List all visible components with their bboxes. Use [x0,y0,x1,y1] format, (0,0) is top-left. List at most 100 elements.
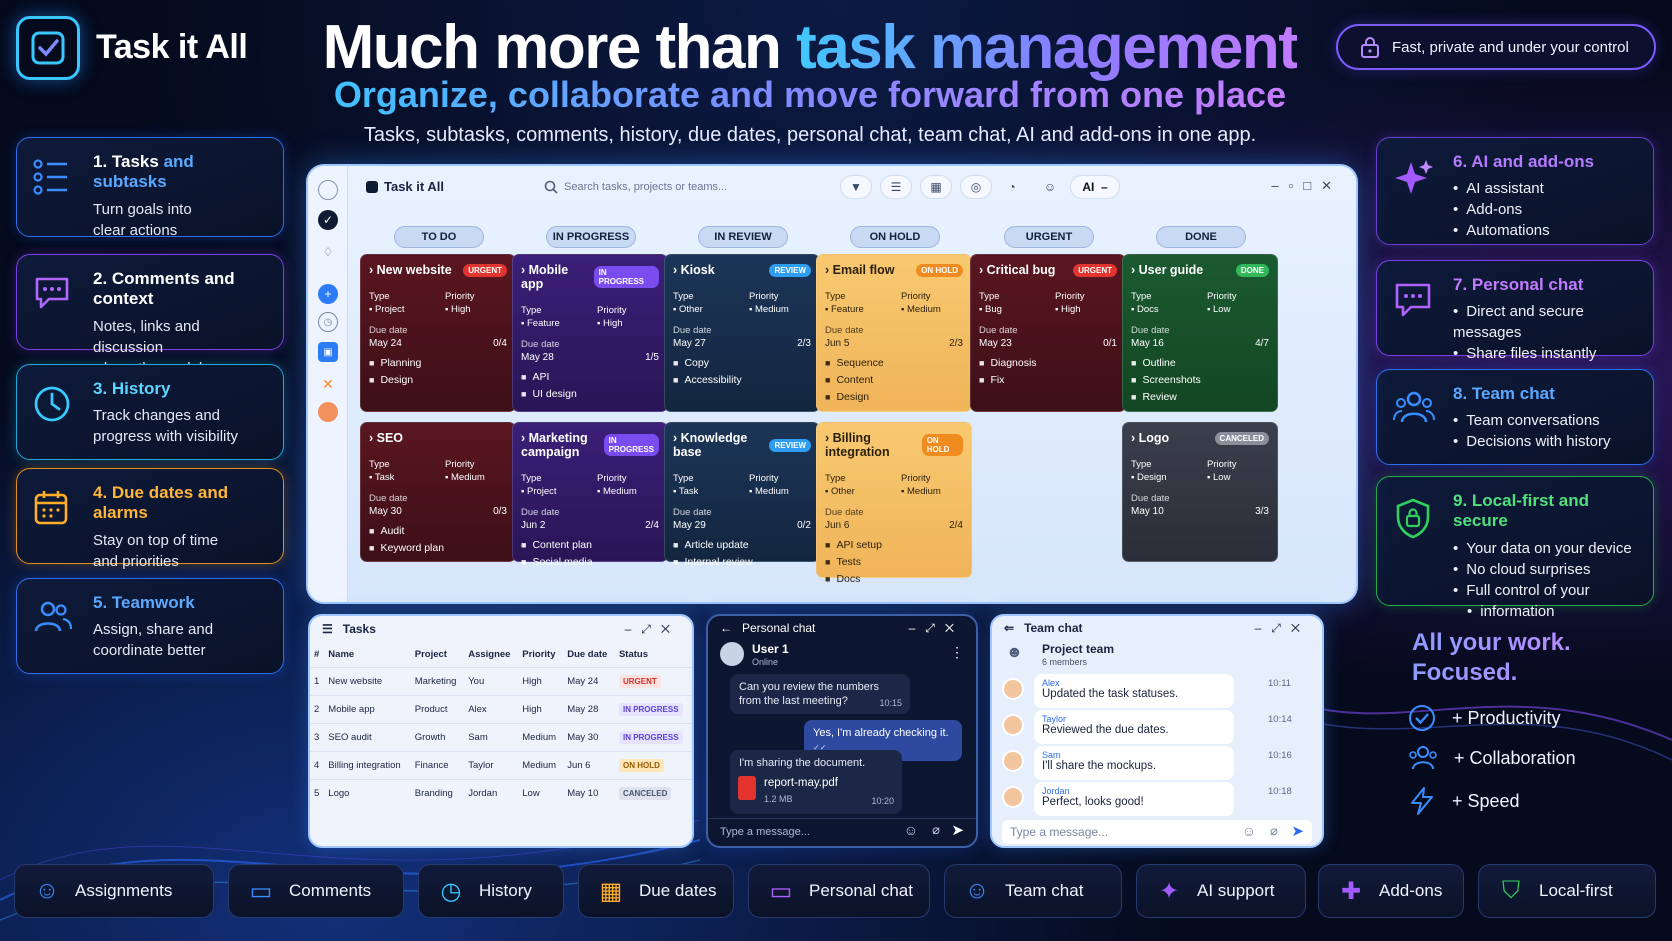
message-input-box[interactable]: Type a message... ☺ ⌀ ➤ [1002,820,1312,844]
subtask-item[interactable]: API [521,369,659,386]
target-icon[interactable]: ◎ [960,175,992,199]
subtask-item[interactable]: API setup [825,537,963,554]
table-header-cell: Priority [522,649,556,660]
subtask-item[interactable]: Screenshots [1131,372,1269,389]
tools-icon[interactable]: ✕ [322,375,334,392]
send-icon[interactable]: ➤ [951,822,964,839]
table-cell: Product [410,695,465,724]
subtask-item[interactable]: Content plan [521,537,659,554]
send-icon[interactable]: ➤ [1291,823,1304,840]
panel-window-controls[interactable]: –⤢✕ [908,621,964,635]
subtask-item[interactable]: Design [825,389,963,406]
board-icon[interactable]: ▣ [318,342,338,362]
table-row[interactable]: 1 New website Marketing You High May 24 URGENT [310,667,692,696]
table-row[interactable]: 5 Logo Branding Jordan Low May 10 CANCELED [310,779,692,807]
back-arrow-icon[interactable]: ⇐ [1004,621,1015,635]
subtask-item[interactable]: Tests [825,554,963,571]
panel-window-controls[interactable]: –⤢✕ [624,621,680,636]
task-card[interactable]: › New website URGENT Type Priority ▪ Project… [360,254,516,412]
bottom-button-add-ons[interactable]: ✚ Add-ons [1318,864,1464,918]
priority-label: Priority [445,459,475,470]
bottom-button-team-chat[interactable]: ☺ Team chat [944,864,1122,918]
bottom-button-label: Team chat [1005,881,1084,900]
bottom-button-personal-chat[interactable]: ▭ Personal chat [748,864,930,918]
bottom-button-due-dates[interactable]: ▦ Due dates [578,864,734,918]
status-badge: CANCELED [1214,431,1269,445]
bottom-button-history[interactable]: ◷ History [418,864,564,918]
table-row[interactable]: 4 Billing integration Finance Taylor Medium J… [310,751,692,780]
history-icon[interactable]: ◷ [318,312,338,332]
file-name[interactable]: report-may.pdf [764,777,838,789]
menu-dot-icon[interactable] [318,180,338,200]
emoji-icon[interactable]: ☺ [903,822,918,838]
table-cell: 4 [310,751,325,780]
back-arrow-icon[interactable]: ← [720,621,732,635]
message-input[interactable]: Type a message... [720,826,810,838]
task-card[interactable]: › Mobile app IN PROGRESS Type Priority ▪ Fea… [512,254,668,412]
bell-icon[interactable]: ♢ [322,245,334,259]
more-options-icon[interactable]: ⋮ [950,644,964,660]
subtask-item[interactable]: Accessibility [673,372,811,389]
subtask-item[interactable]: Design [369,372,507,389]
subtask-item[interactable]: Audit [369,523,507,540]
menu-icon[interactable]: ☰ [322,622,333,636]
subtask-item[interactable]: UI design [521,386,659,403]
task-card[interactable]: › Marketing campaign IN PROGRESS Type Prior… [512,422,668,568]
panel-window-controls[interactable]: –⤢✕ [1254,621,1310,635]
feature-desc-line: coordinate better [93,642,206,660]
table-row[interactable]: 3 SEO audit Growth Sam Medium May 30 IN PROGRE… [310,723,692,752]
column-header[interactable]: TO DO [394,226,484,248]
subtask-item[interactable]: Copy [673,355,811,372]
column-header[interactable]: IN REVIEW [698,226,788,248]
subtask-item[interactable]: Keyword plan [369,540,507,557]
subtask-item[interactable]: Fix [979,372,1117,389]
feature-title: 6. AI and add-ons [1453,152,1595,171]
subtask-item[interactable]: Internal review [673,554,811,571]
avatar [1002,750,1024,772]
subtask-item[interactable]: Article update [673,537,811,554]
task-card[interactable]: › SEO Type Priority ▪ Task ▪ Medium Due date M… [360,422,516,562]
window-controls[interactable]: –▫□✕ [1271,178,1342,193]
subtask-item[interactable]: Diagnosis [979,355,1117,372]
table-row[interactable]: 2 Mobile app Product Alex High May 28 IN PROGR… [310,695,692,724]
task-card[interactable]: › Billing integration ON HOLD Type Priority… [816,422,972,585]
emoji-icon[interactable]: ☺ [1241,823,1256,839]
task-card[interactable]: › Knowledge base REVIEW Type Priority ▪ Task… [664,422,820,568]
task-card[interactable]: › User guide DONE Type Priority ▪ Docs ▪ Low D… [1122,254,1278,412]
check-circle-icon[interactable]: ✓ [318,210,338,230]
column-header[interactable]: DONE [1156,226,1246,248]
add-icon[interactable]: + [318,284,338,304]
list-view-icon[interactable]: ☰ [880,175,912,199]
subtask-item[interactable]: Sequence [825,355,963,372]
column-header[interactable]: IN PROGRESS [546,226,636,248]
ai-button[interactable]: AI – [1070,175,1120,199]
task-card[interactable]: › Email flow ON HOLD Type Priority ▪ Feature… [816,254,972,412]
task-card[interactable]: › Kiosk REVIEW Type Priority ▪ Other ▪ Medium… [664,254,820,412]
subtask-item[interactable]: Planning [369,355,507,372]
bottom-button-assignments[interactable]: ☺ Assignments [14,864,214,918]
feature-list-item: AI assistant [1453,178,1639,199]
table-cell: Low [518,779,564,807]
column-header[interactable]: ON HOLD [850,226,940,248]
task-card[interactable]: › Logo CANCELED Type Priority ▪ Design ▪ Low D… [1122,422,1278,562]
attach-icon[interactable]: ⌀ [932,822,940,837]
task-card[interactable]: › Critical bug URGENT Type Priority ▪ Bug ▪ H… [970,254,1126,412]
calendar-view-icon[interactable]: ▦ [920,175,952,199]
subtask-item[interactable]: Docs [825,571,963,588]
attach-icon[interactable]: ⌀ [1270,823,1278,838]
bottom-button-local-first[interactable]: ⛉ Local-first [1478,864,1656,918]
message-input[interactable]: Type a message... [1010,825,1109,839]
subtask-item[interactable]: Social media [521,554,659,571]
filter-icon[interactable]: ▼ [840,175,872,199]
bottom-button-comments[interactable]: ▭ Comments [228,864,404,918]
bottom-button-ai-support[interactable]: ✦ AI support [1136,864,1306,918]
notification-icon[interactable]: ◔ [1008,180,1016,194]
search-input[interactable]: Search tasks, projects or teams... [544,176,794,198]
addon-icon[interactable] [318,402,338,422]
subtask-item[interactable]: Review [1131,389,1269,406]
user-icon[interactable]: ☺ [1043,180,1057,194]
shield-icon: ⛉ [1502,877,1520,904]
column-header[interactable]: URGENT [1004,226,1094,248]
subtask-item[interactable]: Outline [1131,355,1269,372]
subtask-item[interactable]: Content [825,372,963,389]
